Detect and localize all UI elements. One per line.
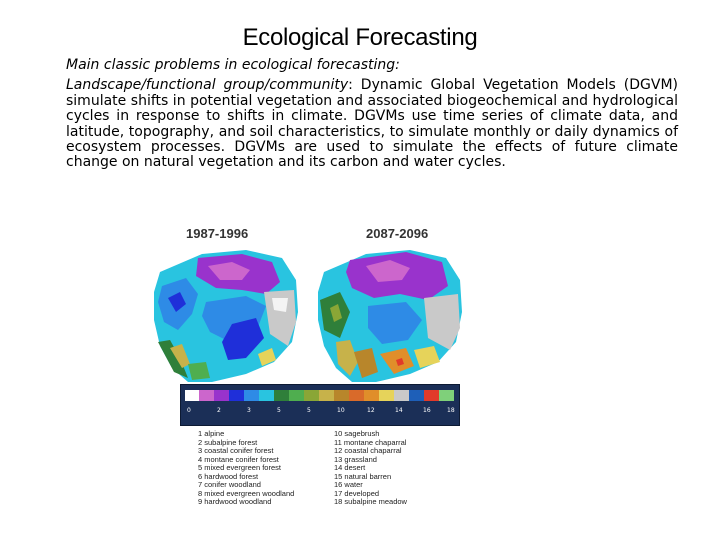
- period-label-right: 2087-2096: [366, 226, 429, 241]
- scale-swatch: [349, 390, 364, 401]
- scale-swatch: [304, 390, 319, 401]
- legend-item: 7 conifer woodland: [198, 480, 261, 489]
- scale-tick: 10: [337, 407, 345, 414]
- region-conifer-center: [368, 302, 422, 344]
- legend-item: 12 coastal chaparral: [334, 446, 402, 455]
- period-label-left: 1987-1996: [186, 226, 249, 241]
- vegetation-map-right: [318, 250, 462, 382]
- legend-item: 9 hardwood woodland: [198, 497, 272, 506]
- paragraph-body: : Dynamic Global Vegetation Models (DGVM…: [66, 77, 678, 171]
- scale-swatch: [244, 390, 259, 401]
- scale-tick: 5: [307, 407, 311, 414]
- region-hardwood-forest: [158, 340, 188, 378]
- region-coastal-conifer: [168, 292, 186, 312]
- scale-tick: 3: [247, 407, 251, 414]
- region-mixed-woodland: [330, 304, 342, 322]
- scale-swatch: [185, 390, 199, 401]
- region-conifer-woodland: [188, 362, 210, 380]
- region-alpine: [366, 260, 410, 282]
- text-block: Main classic problems in ecological fore…: [66, 57, 678, 171]
- legend-list-right: 10 sagebrush 11 montane chaparral 12 coa…: [334, 429, 407, 507]
- scale-tick: 12: [367, 407, 375, 414]
- scale-tick: 14: [395, 407, 403, 414]
- legend-item: 6 hardwood forest: [198, 471, 259, 481]
- scale-tick: 18: [447, 407, 455, 414]
- scale-swatch: [289, 390, 304, 401]
- vegetation-map-left: [154, 250, 298, 382]
- legend-item: 18 subalpine meadow: [334, 497, 407, 506]
- legend-item: 11 montane chaparral: [334, 437, 407, 447]
- region-developed: [396, 358, 404, 366]
- legend-item: 17 developed: [334, 488, 380, 498]
- scale-tick: 5: [277, 407, 281, 414]
- legend-item: 8 mixed evergreen woodland: [198, 488, 295, 498]
- legend-item: 5 mixed evergreen forest: [198, 463, 281, 472]
- scale-swatch: [334, 390, 349, 401]
- scale-swatch: [439, 390, 454, 401]
- scale-swatch: [379, 390, 394, 401]
- scale-swatch: [259, 390, 274, 401]
- region-hardwood-woodland: [336, 340, 358, 376]
- region-barren: [424, 294, 460, 350]
- legend-item: 4 montane conifer forest: [198, 454, 279, 464]
- region-barren-light: [272, 298, 288, 312]
- legend-item: 2 subalpine forest: [198, 437, 258, 447]
- region-alpine: [208, 262, 250, 280]
- scale-swatch: [319, 390, 334, 401]
- region-sagebrush: [354, 348, 378, 378]
- scale-swatch: [394, 390, 409, 401]
- subtitle: Main classic problems in ecological fore…: [66, 57, 400, 73]
- legend-item: 10 sagebrush: [334, 429, 380, 438]
- vegetation-figure: 1987-1996 2087-2096: [140, 222, 470, 506]
- scale-swatch: [424, 390, 439, 401]
- scale-swatch: [229, 390, 244, 401]
- region-desert: [258, 348, 276, 366]
- scale-swatch: [274, 390, 289, 401]
- scale-swatch: [364, 390, 379, 401]
- legend-item: 15 natural barren: [334, 471, 392, 481]
- legend-color-scale: 0 2 3 5 5 10 12 14 16 18: [180, 384, 460, 426]
- legend-item: 3 coastal conifer forest: [198, 446, 274, 455]
- scale-swatch: [199, 390, 214, 401]
- scale-swatch: [214, 390, 229, 401]
- scale-tick: 0: [187, 407, 191, 414]
- legend-list-left: 1 alpine 2 subalpine forest 3 coastal co…: [198, 429, 295, 507]
- scale-tick: 2: [217, 407, 221, 414]
- legend-item: 1 alpine: [198, 429, 225, 438]
- scale-tick: 16: [423, 407, 431, 414]
- region-conifer-south: [222, 318, 264, 360]
- legend-item: 14 desert: [334, 463, 366, 472]
- region-desert: [414, 346, 440, 368]
- region-barren: [264, 290, 296, 346]
- slide-title: Ecological Forecasting: [242, 24, 478, 51]
- description-paragraph: Landscape/functional group/community: Dy…: [66, 78, 678, 170]
- paragraph-lead: Landscape/functional group/community: [66, 77, 349, 94]
- legend-item: 16 water: [334, 480, 363, 489]
- scale-swatch: [409, 390, 424, 401]
- region-hardwood-woodland: [170, 344, 190, 368]
- legend-item: 13 grassland: [334, 454, 377, 464]
